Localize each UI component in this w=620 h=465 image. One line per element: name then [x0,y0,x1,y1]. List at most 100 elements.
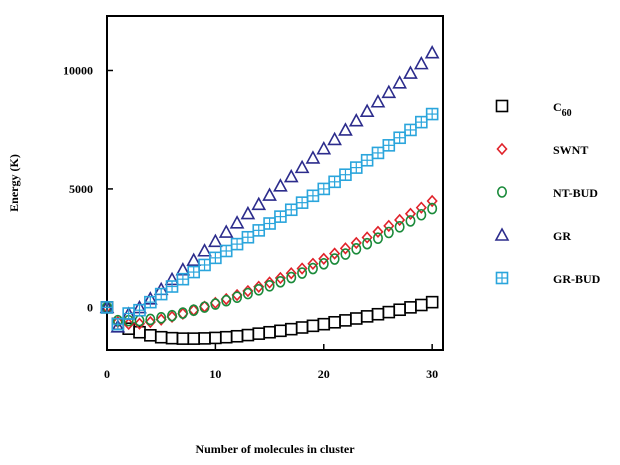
data-point [348,113,364,127]
data-point [318,257,329,270]
series-gr [99,45,440,333]
data-point [381,84,397,99]
data-point [187,332,201,345]
data-point [329,247,341,260]
data-point [199,301,210,313]
data-point [359,103,375,118]
data-point [383,226,394,239]
data-point [370,94,386,108]
data-point [338,122,353,136]
data-point [372,225,384,238]
data-point [240,205,256,220]
legend-marker [496,186,507,198]
data-point [424,45,440,59]
data-point [295,196,309,209]
data-point [133,303,146,317]
data-point [165,280,179,293]
x-tick-label: 20 [318,367,330,381]
data-point [219,330,233,344]
data-point [262,187,277,201]
data-point [188,304,199,317]
data-point [404,123,417,137]
data-point [145,313,156,326]
data-point [413,55,429,70]
data-point [218,224,234,238]
data-point [100,301,114,314]
data-point [230,329,244,343]
data-point [274,271,286,285]
data-point [155,313,167,326]
legend-label: C60 [553,100,572,119]
data-point [229,215,245,229]
data-point [371,307,385,321]
data-point [283,168,299,183]
data-point [362,237,373,250]
legend-marker [495,271,509,285]
data-point [340,248,351,260]
data-point [252,327,266,340]
data-point [167,309,178,322]
data-point [197,243,212,257]
data-point [284,322,298,336]
data-point [295,321,309,334]
data-point [210,298,221,310]
data-point [187,265,201,279]
data-point [392,75,407,89]
data-markers [99,45,440,345]
data-point [198,258,211,272]
data-point [328,315,341,329]
data-point [241,328,255,342]
y-axis-label: Energy (K) [7,154,21,212]
data-point [154,330,168,344]
data-point [339,168,352,182]
data-point [329,253,340,265]
data-point [209,251,222,265]
data-point [176,332,190,345]
series-gr-bud [100,107,439,331]
data-point [296,262,308,275]
data-point [241,230,255,244]
data-point [393,303,406,317]
data-point [425,107,439,121]
legend: C60 SWNT NT-BUD GR GR-BUD [494,99,601,286]
series-swnt [101,194,438,331]
data-point [349,312,363,325]
data-point [297,267,308,279]
data-point [111,317,125,331]
data-point [360,153,374,167]
data-point [275,275,286,288]
data-point [242,287,253,300]
data-point [176,272,190,286]
data-point [144,329,157,342]
data-point [306,189,320,203]
data-point [208,233,223,248]
legend-label: NT-BUD [553,186,598,200]
data-point [294,159,310,174]
data-point [426,194,438,208]
data-point [198,332,211,345]
data-point [427,202,438,215]
data-point [230,237,244,251]
data-point [339,314,352,327]
data-point [394,221,405,233]
data-point [186,252,202,267]
data-point [318,252,330,265]
data-point [221,294,232,307]
data-point [264,276,276,289]
data-point [394,213,406,227]
data-point [166,310,178,324]
data-point [209,331,222,345]
data-point [405,215,416,227]
legend-marker [494,227,510,241]
data-point [361,231,373,244]
data-point [264,280,275,292]
x-tick-label: 30 [426,367,438,381]
data-point [274,210,287,223]
data-point [156,311,167,324]
data-point [134,314,145,327]
data-point [263,325,276,339]
data-point [328,175,341,189]
data-point [144,295,157,309]
data-point [415,298,428,312]
